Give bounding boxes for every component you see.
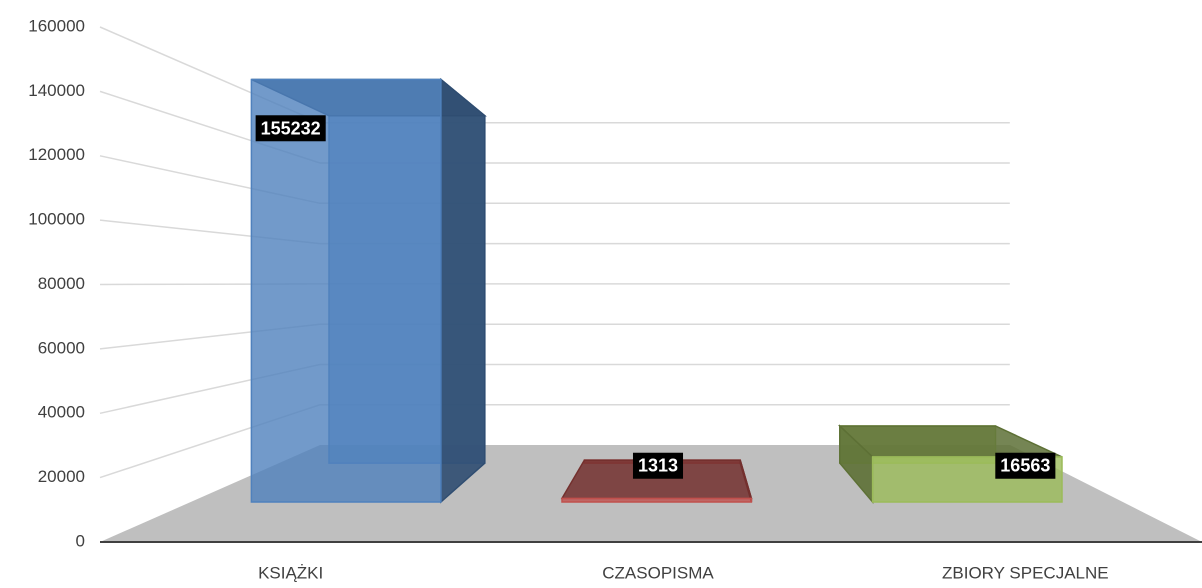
y-tick-label: 140000 <box>28 81 85 100</box>
value-label: 16563 <box>1000 456 1050 476</box>
y-tick-label: 40000 <box>38 403 85 422</box>
grid <box>99 26 1010 479</box>
value-label: 155232 <box>261 118 321 138</box>
x-tick-label: CZASOPISMA <box>602 563 714 582</box>
y-tick-label: 160000 <box>28 16 85 35</box>
bar-front <box>561 497 753 503</box>
y-tick-label: 20000 <box>38 467 85 486</box>
grid-line <box>99 323 1010 350</box>
y-tick-label: 120000 <box>28 145 85 164</box>
grid-line <box>99 363 1010 415</box>
bar-front <box>250 78 442 503</box>
value-label-box <box>995 452 1056 479</box>
y-tick-label: 100000 <box>28 210 85 229</box>
y-tick-label: 60000 <box>38 338 85 357</box>
bar <box>250 77 487 504</box>
bar-side <box>440 77 486 504</box>
grid-line <box>99 26 1010 124</box>
value-label-box <box>632 452 684 479</box>
value-label: 1313 <box>638 456 678 476</box>
value-label-box <box>255 115 326 142</box>
bar-top <box>837 425 1063 458</box>
y-tick-label: 0 <box>76 531 85 550</box>
y-tick-label: 80000 <box>38 274 85 293</box>
x-tick-label: ZBIORY SPECJALNE <box>942 563 1109 582</box>
grid-line <box>99 283 1010 286</box>
grid-line <box>99 219 1010 245</box>
bar <box>560 459 753 503</box>
grid-line <box>99 90 1010 164</box>
bar <box>837 424 1063 505</box>
x-tick-label: KSIĄŻKI <box>258 563 323 582</box>
